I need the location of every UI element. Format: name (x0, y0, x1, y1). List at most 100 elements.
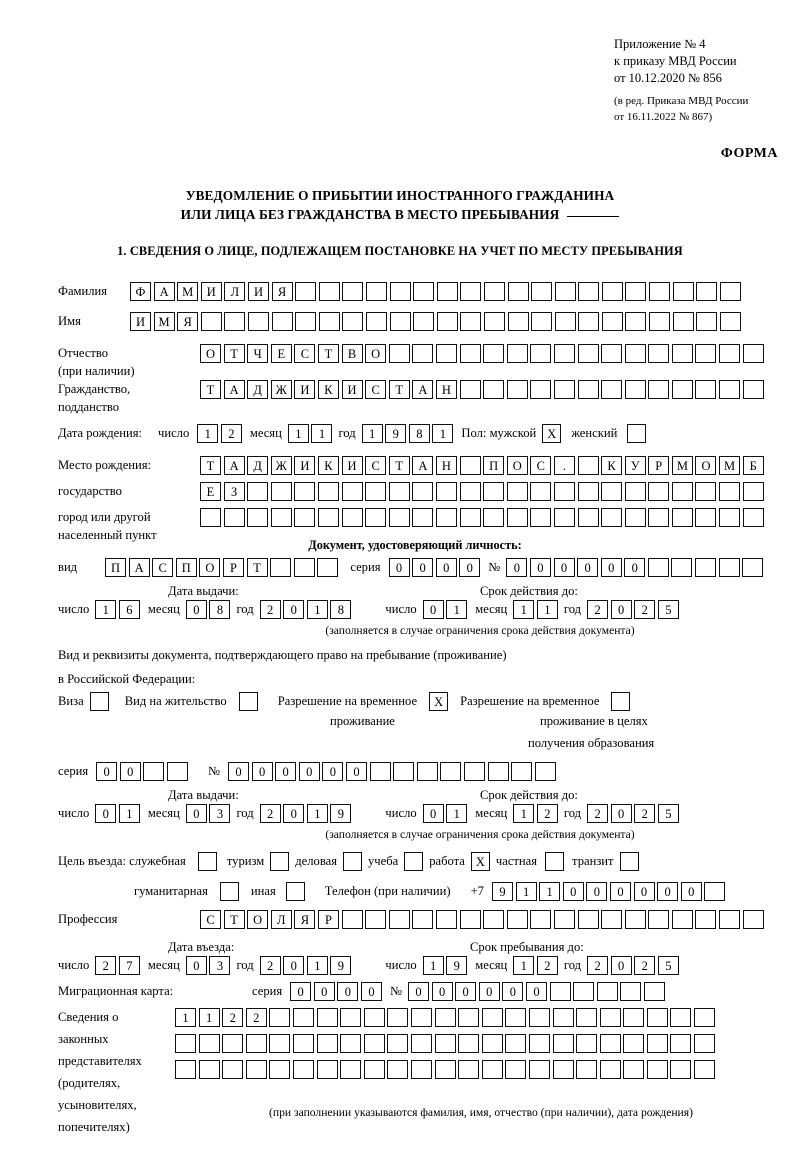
char-cell[interactable]: 9 (330, 804, 352, 823)
char-cell[interactable] (317, 558, 339, 577)
char-cell[interactable] (483, 910, 505, 929)
char-cell[interactable]: 0 (624, 558, 646, 577)
char-cell[interactable]: 1 (446, 600, 468, 619)
char-cell[interactable]: Ж (270, 456, 292, 475)
char-cell[interactable] (245, 1060, 267, 1079)
purpose-business-checkbox[interactable] (343, 852, 362, 871)
char-cell[interactable]: 2 (587, 956, 609, 975)
char-cell[interactable] (576, 1034, 598, 1053)
char-cell[interactable] (671, 344, 693, 363)
char-cell[interactable] (671, 910, 693, 929)
char-cell[interactable]: Ж (270, 380, 292, 399)
char-cell[interactable]: Л (270, 910, 292, 929)
char-cell[interactable] (573, 982, 595, 1001)
char-cell[interactable] (553, 910, 575, 929)
char-cell[interactable]: А (223, 380, 245, 399)
char-cell[interactable]: 0 (412, 558, 434, 577)
char-cell[interactable] (247, 508, 269, 527)
char-cell[interactable] (552, 1060, 574, 1079)
char-cell[interactable] (175, 1060, 196, 1079)
char-cell[interactable] (459, 456, 481, 475)
char-cell[interactable]: Е (200, 482, 221, 501)
char-cell[interactable]: 0 (478, 982, 500, 1001)
char-cell[interactable] (648, 910, 670, 929)
char-cell[interactable] (648, 380, 670, 399)
char-cell[interactable]: С (365, 380, 387, 399)
char-cell[interactable] (576, 1060, 598, 1079)
char-cell[interactable] (342, 282, 364, 301)
char-cell[interactable] (648, 344, 670, 363)
char-cell[interactable] (143, 762, 165, 781)
char-cell[interactable]: 0 (680, 882, 702, 901)
char-cell[interactable] (528, 1060, 550, 1079)
char-cell[interactable] (601, 482, 623, 501)
char-cell[interactable]: Т (388, 456, 410, 475)
char-cell[interactable] (719, 482, 741, 501)
sex-male-checkbox[interactable]: X (542, 424, 562, 443)
char-cell[interactable] (578, 282, 600, 301)
char-cell[interactable]: 0 (322, 762, 344, 781)
char-cell[interactable]: 0 (600, 558, 622, 577)
char-cell[interactable] (601, 508, 623, 527)
char-cell[interactable]: 1 (118, 804, 140, 823)
char-cell[interactable]: 0 (313, 982, 335, 1001)
char-cell[interactable] (704, 882, 726, 901)
char-cell[interactable] (601, 282, 623, 301)
purpose-work-checkbox[interactable]: X (470, 852, 490, 871)
char-cell[interactable] (578, 312, 600, 331)
char-cell[interactable] (671, 482, 693, 501)
char-cell[interactable] (646, 1060, 668, 1079)
char-cell[interactable]: . (553, 456, 575, 475)
char-cell[interactable]: 1 (306, 600, 328, 619)
char-cell[interactable] (577, 508, 599, 527)
char-cell[interactable] (646, 1008, 668, 1027)
char-cell[interactable] (247, 312, 269, 331)
char-cell[interactable] (511, 762, 533, 781)
char-cell[interactable]: 9 (330, 956, 352, 975)
char-cell[interactable] (387, 1034, 409, 1053)
char-cell[interactable] (483, 344, 505, 363)
char-cell[interactable] (742, 482, 764, 501)
char-cell[interactable] (389, 282, 411, 301)
char-cell[interactable]: 0 (562, 882, 584, 901)
char-cell[interactable]: Т (317, 344, 339, 363)
char-cell[interactable]: 0 (431, 982, 453, 1001)
char-cell[interactable]: К (601, 456, 623, 475)
char-cell[interactable]: С (200, 910, 221, 929)
char-cell[interactable]: 0 (283, 956, 305, 975)
char-cell[interactable] (719, 508, 741, 527)
char-cell[interactable]: П (483, 456, 505, 475)
char-cell[interactable] (318, 282, 340, 301)
char-cell[interactable]: 0 (610, 600, 632, 619)
char-cell[interactable] (696, 282, 718, 301)
char-cell[interactable] (460, 282, 482, 301)
char-cell[interactable] (694, 1008, 716, 1027)
char-cell[interactable]: 1 (513, 600, 535, 619)
char-cell[interactable]: 1 (311, 424, 333, 443)
char-cell[interactable] (412, 508, 434, 527)
char-cell[interactable] (553, 482, 575, 501)
char-cell[interactable]: 2 (634, 804, 656, 823)
char-cell[interactable]: 0 (185, 600, 207, 619)
char-cell[interactable]: С (294, 344, 316, 363)
char-cell[interactable] (410, 1060, 432, 1079)
char-cell[interactable]: 1 (422, 956, 444, 975)
char-cell[interactable] (436, 282, 458, 301)
char-cell[interactable] (577, 910, 599, 929)
char-cell[interactable]: Р (648, 456, 670, 475)
char-cell[interactable] (200, 508, 221, 527)
char-cell[interactable]: 1 (513, 804, 535, 823)
char-cell[interactable]: 2 (536, 804, 558, 823)
char-cell[interactable] (719, 380, 741, 399)
char-cell[interactable]: 0 (610, 804, 632, 823)
char-cell[interactable] (742, 558, 764, 577)
